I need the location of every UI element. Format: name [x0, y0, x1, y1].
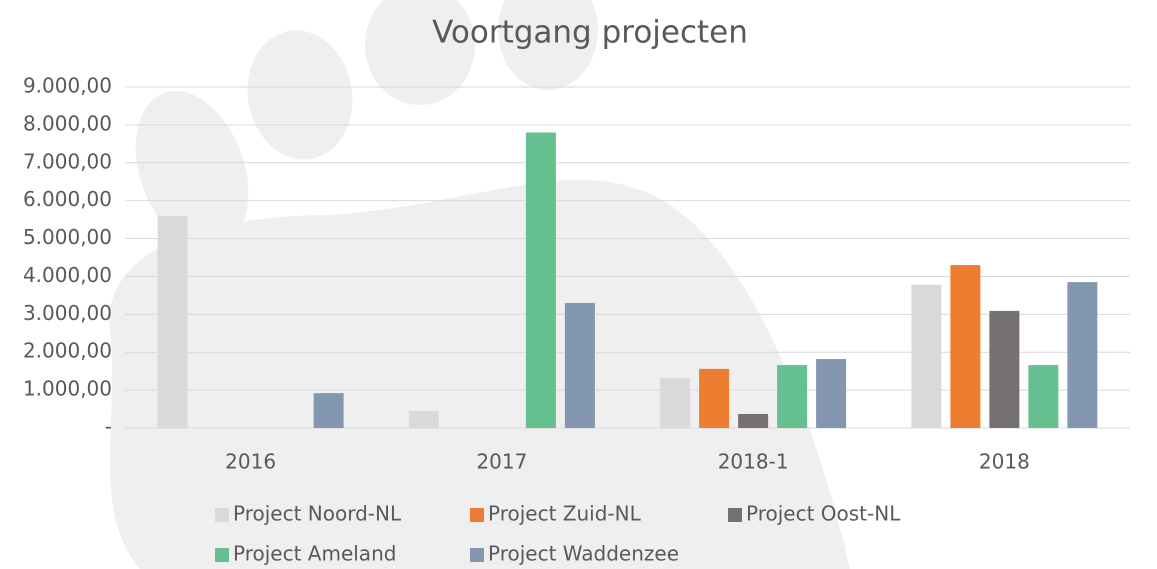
bar — [816, 359, 846, 428]
x-tick-label: 2017 — [476, 450, 527, 474]
bar — [1067, 282, 1097, 428]
bar — [699, 369, 729, 428]
y-tick-label: 6.000,00 — [23, 187, 112, 211]
y-tick-label: - — [105, 415, 112, 439]
legend-label: Project Oost-NL — [746, 502, 901, 526]
bar — [158, 216, 188, 428]
legend-swatch — [215, 548, 229, 562]
y-tick-label: 1.000,00 — [23, 377, 112, 401]
bar — [911, 285, 941, 428]
legend-swatch — [470, 548, 484, 562]
x-tick-label: 2018 — [979, 450, 1030, 474]
bar — [409, 411, 439, 428]
legend-swatch — [470, 508, 484, 522]
bar — [950, 265, 980, 428]
y-tick-label: 3.000,00 — [23, 301, 112, 325]
legend-label: Project Zuid-NL — [488, 502, 642, 526]
bar — [777, 365, 807, 428]
bar — [1028, 365, 1058, 428]
y-tick-label: 4.000,00 — [23, 263, 112, 287]
bar — [565, 303, 595, 428]
bar — [989, 311, 1019, 428]
y-tick-label: 7.000,00 — [23, 149, 112, 173]
y-tick-label: 5.000,00 — [23, 225, 112, 249]
legend-label: Project Ameland — [233, 542, 396, 566]
bar — [738, 414, 768, 428]
x-tick-label: 2016 — [225, 450, 276, 474]
legend-swatch — [215, 508, 229, 522]
y-tick-label: 8.000,00 — [23, 111, 112, 135]
chart: Voortgang projecten - 1.000,00 2.000,00 3.0… — [0, 0, 1157, 569]
legend-label: Project Noord-NL — [233, 502, 402, 526]
x-tick-label: 2018-1 — [718, 450, 789, 474]
bar — [660, 378, 690, 428]
chart-title: Voortgang projecten — [432, 15, 748, 51]
y-tick-label: 2.000,00 — [23, 339, 112, 363]
bar — [526, 132, 556, 428]
bar — [314, 393, 344, 428]
y-tick-label: 9.000,00 — [23, 74, 112, 98]
watermark — [109, 0, 850, 569]
legend-swatch — [728, 508, 742, 522]
legend-label: Project Waddenzee — [488, 542, 679, 566]
